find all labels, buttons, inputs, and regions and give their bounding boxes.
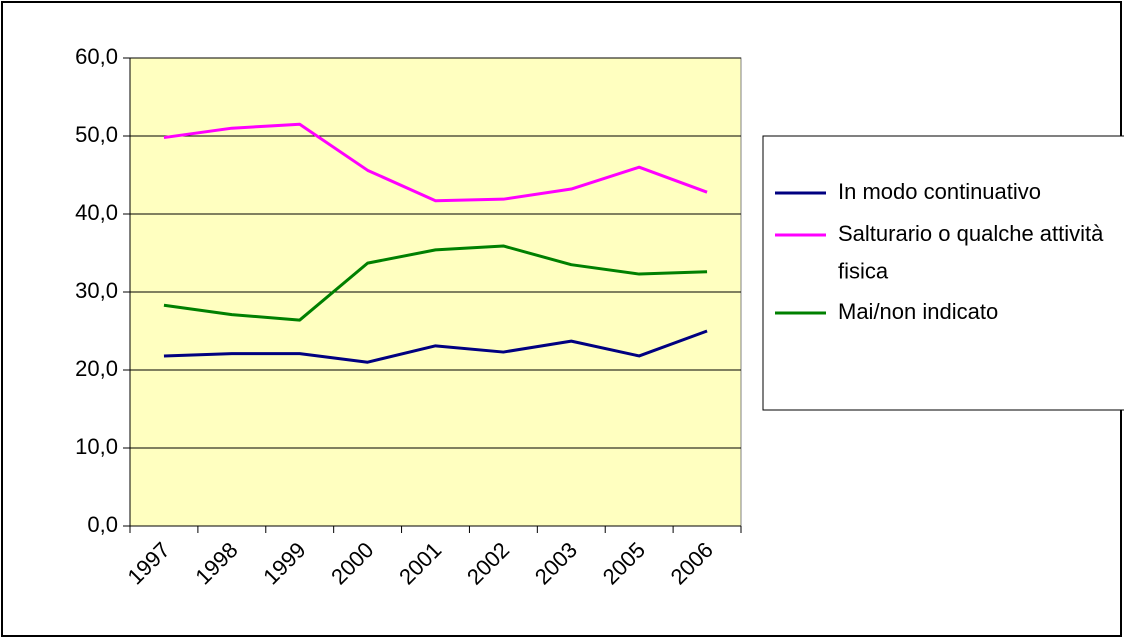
y-tick-label: 50,0 xyxy=(75,122,118,147)
y-tick-label: 60,0 xyxy=(75,44,118,69)
legend-label: Mai/non indicato xyxy=(838,299,998,324)
x-tick-label: 2000 xyxy=(326,537,378,589)
y-tick-label: 40,0 xyxy=(75,200,118,225)
x-tick-label: 2006 xyxy=(666,537,718,589)
y-tick-label: 30,0 xyxy=(75,278,118,303)
x-tick-label: 1999 xyxy=(258,537,310,589)
y-tick-label: 10,0 xyxy=(75,434,118,459)
legend-label: In modo continuativo xyxy=(838,179,1041,204)
series-line xyxy=(163,329,708,364)
legend-label: Salturario o qualche attività fisica xyxy=(838,221,1104,283)
x-tick-label: 2005 xyxy=(598,537,650,589)
x-tick-label: 2003 xyxy=(530,537,582,589)
series-line xyxy=(163,122,708,203)
y-tick-label: 0,0 xyxy=(87,512,118,537)
x-tick-label: 1997 xyxy=(123,537,175,589)
x-tick-label: 2002 xyxy=(462,537,514,589)
y-tick-label: 20,0 xyxy=(75,356,118,381)
series-line xyxy=(163,244,708,322)
legend xyxy=(762,135,1124,411)
x-tick-label: 2001 xyxy=(394,537,446,589)
x-tick-label: 1998 xyxy=(190,537,242,589)
